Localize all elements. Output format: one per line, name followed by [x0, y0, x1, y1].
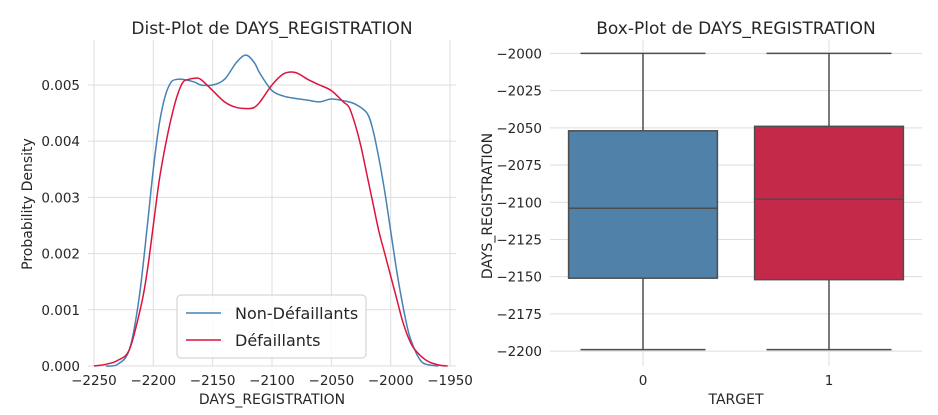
dist-plot-title: Dist-Plot de DAYS_REGISTRATION	[131, 19, 412, 39]
dist-plot: Dist-Plot de DAYS_REGISTRATION −2250 −220…	[20, 19, 473, 408]
dist-x-axis-label: DAYS_REGISTRATION	[199, 392, 345, 408]
box-y-tick-label: −2125	[496, 232, 542, 248]
dist-y-tick-label: 0.003	[41, 190, 80, 206]
legend-label-non-defaillants: Non-Défaillants	[235, 304, 358, 323]
box-y-tick-label: −2050	[496, 121, 542, 137]
legend-box	[176, 294, 367, 359]
box-x-axis-label: TARGET	[707, 392, 763, 408]
dist-x-tick-label: −2100	[249, 373, 295, 389]
box-y-tick-label: −2025	[496, 84, 542, 100]
legend-label-defaillants: Défaillants	[235, 331, 321, 350]
dist-x-tick-label: −2150	[190, 373, 236, 389]
dist-x-ticks: −2250 −2200 −2150 −2100 −2050 −2000 −1950	[71, 373, 473, 389]
box-iqr-1	[753, 125, 905, 281]
kde-line-defaillants	[93, 71, 448, 367]
box-y-tick-label: −2075	[496, 158, 542, 174]
box-y-tick-label: −2100	[496, 195, 542, 211]
box-elements	[567, 52, 905, 351]
dist-legend: Non-Défaillants Défaillants	[176, 294, 367, 359]
dist-y-axis-label: Probability Density	[20, 138, 36, 270]
dist-x-tick-label: −2000	[368, 373, 414, 389]
box-y-tick-label: −2000	[496, 46, 542, 62]
dist-y-tick-label: 0.000	[41, 359, 80, 375]
box-y-axis-label: DAYS_REGISTRATION	[480, 133, 496, 279]
dist-y-ticks: 0.000 0.001 0.002 0.003 0.004 0.005	[41, 78, 80, 375]
box-iqr-0	[567, 130, 719, 279]
box-y-tick-label: −2200	[496, 344, 542, 360]
dist-y-tick-label: 0.002	[41, 247, 80, 263]
kde-line-non-defaillants	[105, 54, 439, 367]
dist-x-tick-label: −2200	[130, 373, 176, 389]
box-x-tick-label: 1	[825, 373, 834, 389]
dist-x-tick-label: −1950	[427, 373, 473, 389]
box-y-tick-label: −2175	[496, 307, 542, 323]
box-plot-title: Box-Plot de DAYS_REGISTRATION	[596, 19, 875, 39]
dist-y-tick-label: 0.004	[41, 134, 80, 150]
dist-y-tick-label: 0.005	[41, 78, 80, 94]
dist-x-tick-label: −2050	[309, 373, 355, 389]
box-y-tick-label: −2150	[496, 270, 542, 286]
dist-y-tick-label: 0.001	[41, 303, 80, 319]
box-y-ticks: −2000 −2025 −2050 −2075 −2100 −2125 −2150 −2175…	[496, 46, 542, 360]
box-x-tick-label: 0	[639, 373, 648, 389]
dist-lines	[93, 54, 448, 367]
dist-x-tick-label: −2250	[71, 373, 117, 389]
